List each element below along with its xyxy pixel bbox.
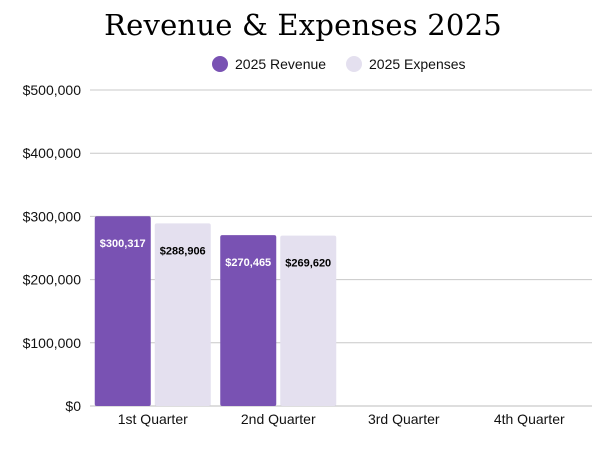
data-label: $300,317 [100,238,146,250]
legend-label-expenses: 2025 Expenses [369,56,466,72]
y-tick-label: $100,000 [23,335,82,351]
bar-revenue [220,235,277,406]
chart-title: Revenue & Expenses 2025 [104,8,502,42]
y-tick-label: $300,000 [23,208,82,224]
y-tick-label: $200,000 [23,272,82,288]
bar-revenue [94,216,151,406]
legend-item-revenue: 2025 Revenue [212,56,326,72]
data-label: $288,906 [160,245,206,257]
bar-expenses [154,223,211,406]
y-tick-label: $0 [65,398,81,414]
legend-swatch-expenses [346,56,362,72]
x-tick-label: 1st Quarter [118,411,188,427]
y-tick-label: $500,000 [23,82,82,98]
data-label: $270,465 [225,257,271,269]
x-tick-label: 4th Quarter [494,411,565,427]
chart-legend: 2025 Revenue 2025 Expenses [0,56,606,76]
data-label: $269,620 [285,258,331,270]
x-tick-label: 3rd Quarter [368,411,440,427]
legend-item-expenses: 2025 Expenses [346,56,466,72]
x-tick-label: 2nd Quarter [241,411,316,427]
y-tick-label: $400,000 [23,145,82,161]
legend-swatch-revenue [212,56,228,72]
legend-label-revenue: 2025 Revenue [235,56,327,72]
bar-expenses [280,235,337,406]
